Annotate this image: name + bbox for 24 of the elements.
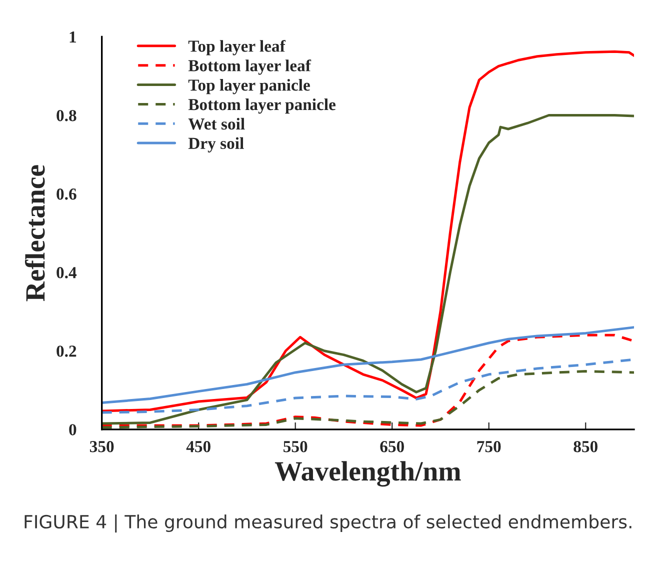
line-series — [102, 326, 634, 404]
legend-label: Bottom layer leaf — [188, 59, 312, 75]
y-tick-label: 1 — [70, 32, 76, 43]
y-tick-label: 0.6 — [56, 188, 76, 200]
y-tick-label: 0 — [69, 424, 76, 436]
y-tick-label: 0.4 — [56, 267, 77, 278]
x-tick-label: 850 — [574, 440, 598, 452]
x-tick-label: 750 — [477, 440, 501, 452]
x-tick-label: 450 — [186, 440, 210, 452]
legend-label: Wet soil — [188, 118, 245, 130]
legend-label: Top layer leaf — [188, 40, 286, 56]
x-tick-label: 650 — [380, 440, 404, 452]
line-series — [102, 114, 634, 425]
line-series — [102, 334, 634, 427]
y-tick-label: 0.2 — [56, 346, 76, 357]
legend-label: Top layer panicle — [188, 79, 310, 94]
y-tick-label: 0.8 — [56, 110, 76, 122]
x-tick-label: 550 — [284, 440, 308, 452]
legend-label: Dry soil — [188, 137, 244, 152]
legend-label: Bottom layer panicle — [188, 98, 336, 114]
x-tick-label: 350 — [90, 440, 114, 452]
x-axis-title: Wavelength/nm — [274, 461, 461, 487]
y-axis-title: Reflectance — [24, 165, 45, 302]
caption: FIGURE 4 | The ground measured spectra of selected endmembers. — [24, 514, 632, 533]
